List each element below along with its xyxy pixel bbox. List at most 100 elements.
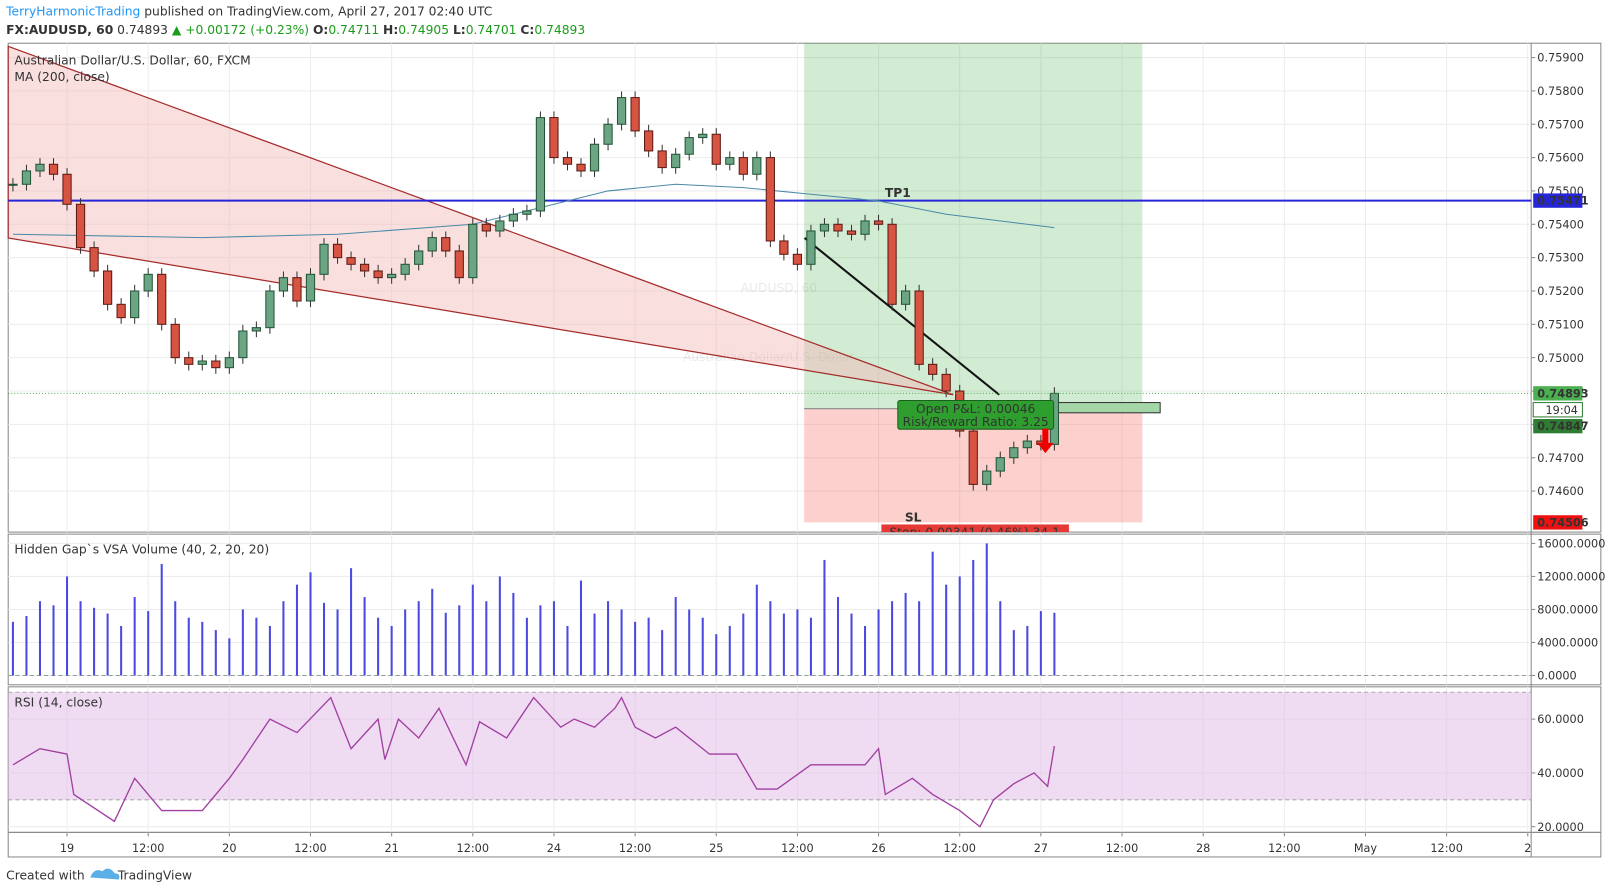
y-tick-label: 0.75100 <box>1537 318 1584 331</box>
candle <box>319 243 329 275</box>
candle <box>454 250 464 279</box>
brand[interactable]: TradingView <box>117 869 192 883</box>
volume-bar <box>512 592 515 676</box>
volume-bar <box>485 601 488 676</box>
change: ▲ +0.00172 (+0.23%) <box>172 23 309 37</box>
low-label: L: <box>453 23 466 37</box>
candle <box>900 290 911 305</box>
x-tick-label: 12:00 <box>619 842 651 855</box>
y-tick-label: 0.74600 <box>1537 485 1584 498</box>
candle <box>549 117 559 159</box>
candle <box>481 223 491 232</box>
author[interactable]: TerryHarmonicTrading <box>5 5 140 19</box>
candle <box>8 183 18 186</box>
high: 0.74905 <box>398 23 449 37</box>
created-with: Created with <box>6 869 85 883</box>
volume-bar <box>282 601 285 676</box>
volume-bar <box>972 559 975 676</box>
pane-title: Australian Dollar/U.S. Dollar, 60, FXCM <box>14 54 250 68</box>
open: 0.74711 <box>328 23 379 37</box>
y-tick-label: 40.0000 <box>1537 767 1584 780</box>
volume-bar <box>769 601 772 676</box>
volume-bar <box>268 625 271 676</box>
low: 0.74701 <box>466 23 517 37</box>
y-tick-label: 12000.0000 <box>1537 571 1605 584</box>
volume-bar <box>498 576 501 676</box>
volume-bar <box>1012 630 1015 676</box>
volume-bar <box>634 621 637 676</box>
y-tick-label: 0.75400 <box>1537 218 1584 231</box>
volume-bar <box>255 617 258 676</box>
candle <box>846 230 857 235</box>
candle <box>616 97 627 125</box>
chart-layer: 19 12:00 20 12:00 21 12:00 24 12:00 25 12:00 26 12:… <box>7 42 1605 858</box>
candle <box>711 133 721 165</box>
candle <box>211 360 221 369</box>
volume-bar <box>945 584 948 676</box>
published: published on TradingView.com, April 27, … <box>144 5 492 19</box>
candle <box>941 373 951 392</box>
volume-bar <box>133 597 136 676</box>
pane-title: Hidden Gap`s VSA Volume (40, 2, 20, 20) <box>14 543 269 557</box>
volume-bar <box>201 621 204 676</box>
candle <box>657 150 667 169</box>
volume-bar <box>607 601 610 676</box>
quote: FX:AUDUSD, 60 0.74893 ▲ +0.00172 (+0.23%… <box>6 23 585 37</box>
candle <box>414 250 424 265</box>
volume-bar <box>985 543 988 676</box>
volume-bar <box>350 568 353 676</box>
candle <box>157 273 167 325</box>
volume-bar <box>701 617 704 676</box>
candle <box>630 97 640 132</box>
x-tick-label: May <box>1354 842 1378 855</box>
volume-bar <box>728 625 731 676</box>
y-tick-label: 60.0000 <box>1537 713 1584 726</box>
last: 0.74893 <box>117 23 168 37</box>
close-label: C: <box>520 23 534 37</box>
x-tick-label: 12:00 <box>1106 842 1138 855</box>
candle <box>102 270 113 305</box>
candle <box>62 173 72 205</box>
candle <box>792 253 803 265</box>
candle <box>860 220 870 235</box>
candle <box>779 240 789 255</box>
candle <box>346 257 356 265</box>
volume-bar <box>377 617 380 676</box>
candle <box>238 330 248 359</box>
rsi-band <box>8 692 1532 800</box>
volume-bar <box>106 613 109 676</box>
candle <box>887 223 897 305</box>
volume-bar <box>836 597 840 676</box>
volume-bar <box>187 617 190 676</box>
volume-bar <box>688 609 691 676</box>
volume-bar <box>958 576 961 676</box>
volume-bar <box>66 576 69 676</box>
y-tick-label: 0.75800 <box>1537 85 1584 98</box>
arrow-icon <box>1037 428 1054 454</box>
volume-bar <box>850 613 853 676</box>
volume-bar <box>11 621 14 676</box>
x-tick-label: 12:00 <box>294 842 326 855</box>
y-tick-label: 8000.0000 <box>1537 604 1598 617</box>
candle <box>265 290 275 329</box>
candle <box>644 130 654 152</box>
countdown-tag <box>1532 402 1583 418</box>
candle <box>522 210 532 215</box>
ma-legend: MA (200, close) <box>14 70 109 84</box>
volume-bar <box>79 601 82 676</box>
volume-bar <box>552 601 555 676</box>
entry-handle <box>1055 402 1161 414</box>
candle <box>332 243 343 259</box>
volume-bar <box>404 609 407 676</box>
candle <box>468 223 478 279</box>
price-tag <box>1533 418 1583 434</box>
volume-bar <box>38 601 42 676</box>
rr-ratio: Risk/Reward Ratio: 3.25 <box>903 415 1049 429</box>
volume-bar <box>864 625 867 676</box>
volume-bar <box>525 617 528 676</box>
candle <box>427 237 437 252</box>
candle <box>928 363 938 375</box>
volume-bar <box>918 601 921 676</box>
y-tick-label: 0.75200 <box>1537 285 1584 298</box>
